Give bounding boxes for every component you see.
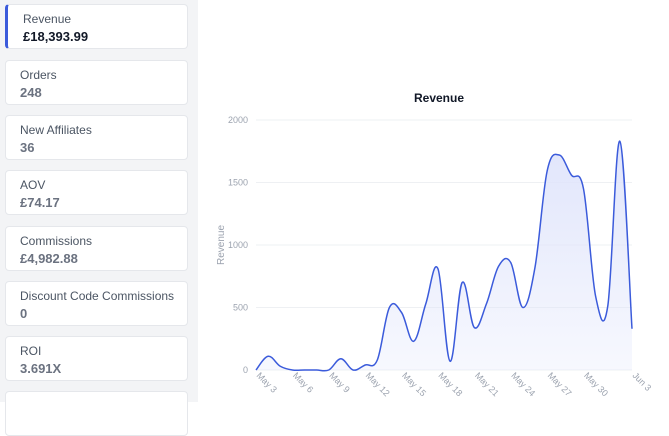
metrics-sidebar: Revenue £18,393.99 Orders 248 New Affili… [0,0,198,436]
x-tick-label: May 24 [509,370,537,398]
metric-label: Revenue [23,12,72,26]
x-tick-label: May 30 [582,370,610,398]
metric-label: New Affiliates [20,123,92,137]
y-tick-label: 500 [233,303,248,313]
metric-value: £18,393.99 [23,29,89,44]
metric-label: Commissions [20,234,93,248]
metric-card-aov[interactable]: AOV £74.17 [5,170,188,215]
metric-card-roi[interactable]: ROI 3.691X [5,336,188,381]
x-tick-label: May 12 [364,370,392,398]
x-tick-label: May 21 [473,370,501,398]
y-tick-label: 1000 [228,240,248,250]
chart-title: Revenue [414,91,464,105]
metric-label: Discount Code Commissions [20,289,175,303]
y-axis-label: Revenue [216,225,227,265]
metric-value: 248 [20,85,42,100]
metric-value: £74.17 [20,195,60,210]
y-tick-label: 2000 [228,115,248,125]
revenue-chart: Revenue Revenue 0 500 1000 1500 2000 May 3 Ma… [216,91,654,398]
metric-value: 36 [20,140,35,155]
metric-card-new-affiliates[interactable]: New Affiliates 36 [5,115,188,160]
metric-card-commissions[interactable]: Commissions £4,982.88 [5,226,188,271]
x-tick-label: May 27 [546,370,574,398]
metric-value: £4,982.88 [20,251,78,266]
x-tick-label: May 18 [437,370,465,398]
metric-card-partial[interactable] [5,391,188,436]
x-tick-label: Jun 3 [631,370,654,393]
metric-label: ROI [20,344,42,358]
metric-card-discount-code-commissions[interactable]: Discount Code Commissions 0 [5,281,188,326]
metric-card-orders[interactable]: Orders 248 [5,60,188,105]
x-tick-label: May 15 [400,370,428,398]
x-tick-label: May 3 [255,370,279,394]
x-tick-label: May 6 [291,370,315,394]
metric-card-revenue[interactable]: Revenue £18,393.99 [5,4,188,49]
metric-value: 0 [20,306,28,321]
metric-label: AOV [20,178,46,192]
y-tick-label: 0 [243,365,248,375]
metric-label: Orders [20,68,57,82]
y-tick-label: 1500 [228,178,248,188]
revenue-area [256,141,632,371]
x-tick-label: May 9 [327,370,351,394]
revenue-line [255,140,633,372]
revenue-chart-panel: Revenue Revenue 0 500 1000 1500 2000 May 3 Ma… [198,0,669,402]
metric-value: 3.691X [20,361,62,376]
